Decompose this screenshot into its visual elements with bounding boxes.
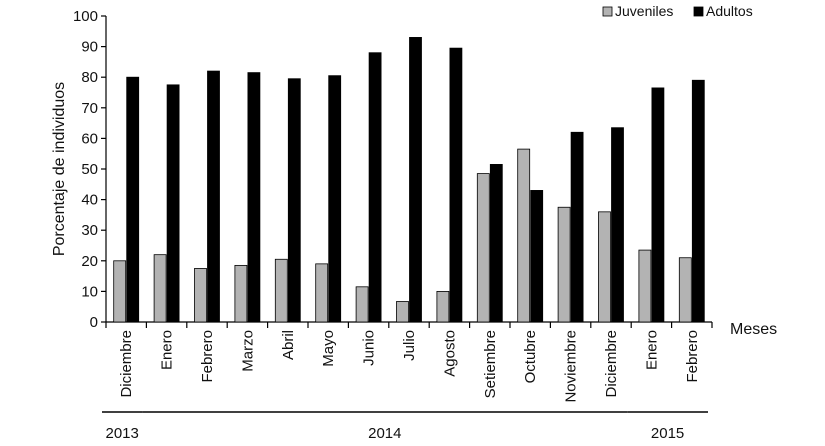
x-tick-label: Marzo — [239, 330, 256, 372]
bar-adultos-8 — [449, 47, 463, 323]
bar-juveniles-2 — [194, 268, 207, 323]
bar-juveniles-8 — [436, 290, 450, 323]
y-axis-ticks: 0 10 20 30 40 50 60 70 80 90 100 — [73, 8, 106, 331]
bar-juveniles-6 — [355, 286, 369, 323]
legend-label-adultos: Adultos — [706, 3, 753, 19]
y-tick-label: 50 — [81, 161, 98, 178]
legend-swatch-juveniles — [602, 6, 613, 17]
bar-adultos-10 — [530, 190, 544, 323]
x-tick-label: Enero — [159, 330, 176, 370]
year-label: 2013 — [106, 425, 139, 442]
bar-juveniles-5 — [315, 263, 329, 323]
legend: Juveniles Adultos — [602, 3, 753, 19]
x-tick-label: Julio — [401, 330, 418, 361]
bar-juveniles-12 — [598, 211, 611, 323]
x-tick-label: Octubre — [522, 330, 539, 383]
bar-adultos-2 — [207, 70, 220, 323]
x-tick-label: Agosto — [441, 330, 458, 377]
x-axis-title: Meses — [730, 321, 777, 338]
x-tick-label: Noviembre — [563, 330, 580, 403]
bar-juveniles-1 — [153, 254, 167, 323]
bar-adultos-0 — [126, 76, 140, 323]
y-tick-label: 70 — [81, 100, 98, 117]
y-tick-label: 100 — [73, 8, 98, 25]
x-tick-label: Setiembre — [482, 330, 499, 398]
x-tick-label: Febrero — [199, 330, 216, 383]
bar-adultos-14 — [691, 79, 705, 323]
legend-swatch-adultos — [693, 6, 704, 17]
y-tick-label: 60 — [81, 130, 98, 147]
x-tick-label: Diciembre — [603, 330, 620, 398]
bar-adultos-4 — [287, 78, 301, 323]
bar-juveniles-3 — [234, 264, 248, 323]
year-groups: 2013 2014 2015 — [102, 411, 708, 442]
legend-label-juveniles: Juveniles — [615, 3, 673, 19]
bar-juveniles-14 — [678, 257, 692, 323]
y-tick-label: 30 — [81, 222, 98, 239]
bar-adultos-13 — [651, 87, 665, 323]
bar-adultos-9 — [489, 164, 503, 323]
y-tick-label: 10 — [81, 283, 98, 300]
y-tick-label: 20 — [81, 253, 98, 270]
x-tick-label: Diciembre — [118, 330, 135, 398]
year-label: 2014 — [368, 425, 401, 442]
x-tick-label: Febrero — [684, 330, 701, 383]
bars — [113, 37, 705, 323]
bar-juveniles-4 — [274, 258, 288, 323]
bar-juveniles-7 — [396, 301, 409, 323]
bar-juveniles-0 — [113, 260, 127, 323]
bar-adultos-6 — [368, 52, 382, 323]
y-axis-title: Porcentaje de individuos — [51, 82, 68, 256]
bar-adultos-1 — [166, 84, 180, 323]
y-tick-label: 0 — [90, 314, 98, 331]
bar-juveniles-11 — [557, 206, 571, 323]
y-tick-label: 40 — [81, 192, 98, 209]
bar-adultos-7 — [409, 37, 422, 323]
year-label: 2015 — [651, 425, 684, 442]
bar-adultos-12 — [611, 127, 624, 323]
bar-adultos-11 — [570, 131, 584, 323]
x-tick-label: Abril — [280, 330, 297, 360]
bar-adultos-5 — [328, 75, 342, 323]
x-tick-label: Enero — [643, 330, 660, 370]
bar-juveniles-10 — [517, 148, 531, 323]
bar-adultos-3 — [247, 72, 261, 323]
bar-juveniles-13 — [638, 249, 652, 323]
bar-juveniles-9 — [476, 173, 490, 323]
x-axis-ticks: Diciembre Enero Febrero Marzo Abril Mayo Junio… — [105, 322, 713, 403]
x-tick-label: Junio — [361, 330, 378, 366]
x-tick-label: Mayo — [320, 330, 337, 367]
y-tick-label: 90 — [81, 39, 98, 56]
y-tick-label: 80 — [81, 69, 98, 86]
